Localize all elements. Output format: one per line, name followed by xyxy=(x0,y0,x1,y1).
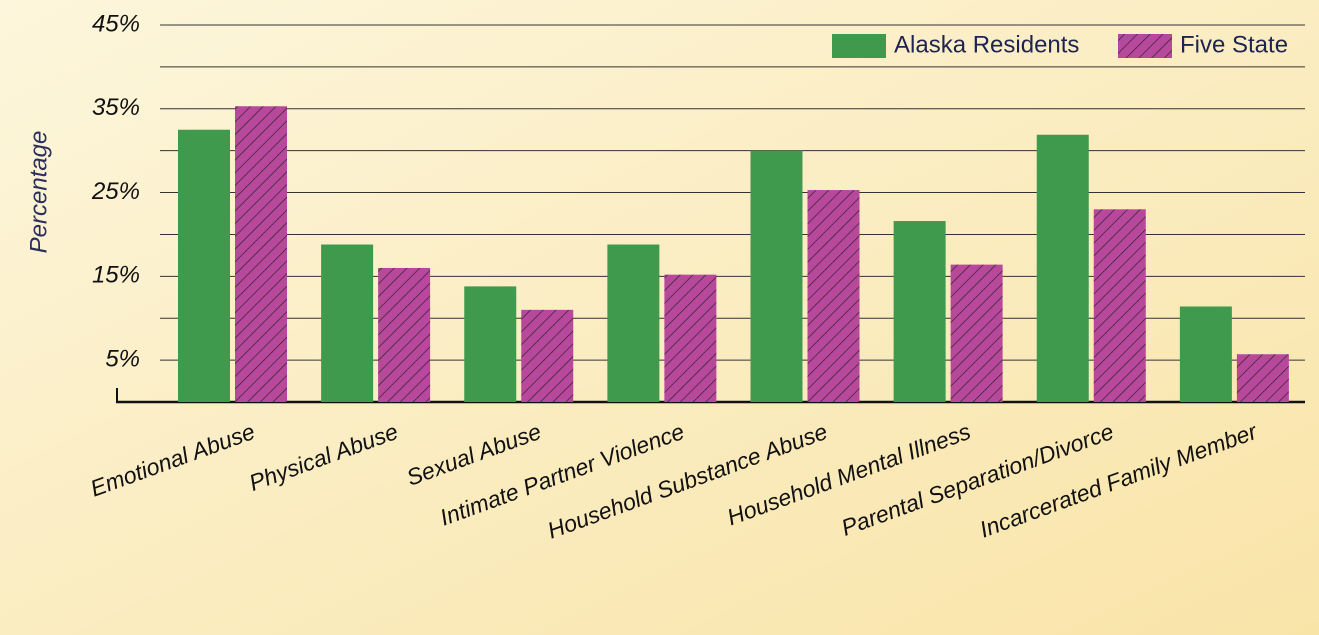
legend-label: Five State xyxy=(1180,31,1288,58)
bar xyxy=(178,129,230,402)
bar xyxy=(1179,306,1232,402)
bar xyxy=(464,286,517,402)
legend-swatch xyxy=(832,34,886,58)
bar xyxy=(1093,209,1146,402)
y-tick-label: 25% xyxy=(91,178,140,205)
y-tick-label: 15% xyxy=(92,262,140,289)
bar xyxy=(664,274,717,402)
bar xyxy=(1236,354,1289,402)
legend-swatch xyxy=(1118,34,1172,58)
legend-label: Alaska Residents xyxy=(894,31,1079,58)
bar xyxy=(235,106,287,403)
y-axis-label: Percentage xyxy=(25,131,52,254)
bar xyxy=(521,309,574,402)
bar xyxy=(321,244,374,402)
bar xyxy=(893,221,946,402)
y-tick-label: 5% xyxy=(105,345,140,372)
bar xyxy=(378,267,431,402)
y-tick-label: 35% xyxy=(92,94,140,121)
bar xyxy=(950,264,1003,402)
bar xyxy=(1036,134,1089,402)
bar xyxy=(607,244,660,402)
bar xyxy=(807,190,860,402)
bar xyxy=(750,150,803,402)
y-tick-label: 45% xyxy=(92,10,140,37)
